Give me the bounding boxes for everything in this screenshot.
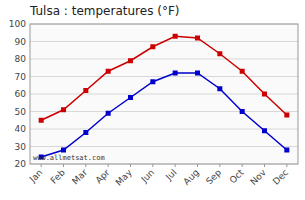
x-tick — [85, 164, 86, 167]
x-tick — [152, 164, 153, 167]
point-marker — [284, 148, 289, 153]
series-line — [41, 36, 287, 120]
x-tick-label: Feb — [49, 167, 68, 186]
grid-line — [30, 94, 298, 95]
grid-line — [30, 111, 298, 112]
x-tick-label: Oct — [228, 167, 246, 185]
point-marker — [83, 130, 88, 135]
x-tick-label: Apr — [93, 167, 111, 185]
grid-line — [30, 59, 298, 60]
y-tick-label: 50 — [15, 107, 27, 117]
point-marker — [150, 79, 155, 84]
data-group — [39, 34, 290, 160]
y-tick-label: 70 — [15, 72, 27, 82]
x-tick-label: Aug — [181, 167, 201, 187]
x-tick-label: Jul — [163, 167, 178, 182]
point-marker — [284, 113, 289, 118]
x-tick — [41, 164, 42, 167]
point-marker — [262, 92, 267, 97]
x-tick-label: Sep — [204, 167, 223, 186]
plot-frame — [30, 24, 298, 164]
chart-svg: 20 30 40 50 60 70 80 90 100 JanFebMarAprMayJun Jul… — [0, 0, 305, 200]
point-marker — [173, 34, 178, 39]
point-marker — [128, 58, 133, 63]
series-line — [41, 73, 287, 157]
chart-title: Tulsa : temperatures (°F) — [29, 4, 179, 18]
point-marker — [83, 88, 88, 93]
y-tick-label: 40 — [15, 124, 27, 134]
x-tick — [63, 164, 64, 167]
y-tick-label: 100 — [9, 19, 26, 29]
x-tick — [197, 164, 198, 167]
chart-container: 20 30 40 50 60 70 80 90 100 JanFebMarAprMayJun Jul… — [0, 0, 305, 200]
point-marker — [173, 71, 178, 76]
x-tick — [219, 164, 220, 167]
y-tick-label: 20 — [15, 159, 27, 169]
x-tick-label: Jan — [27, 167, 45, 185]
point-marker — [195, 71, 200, 76]
point-marker — [262, 128, 267, 133]
point-marker — [61, 148, 66, 153]
x-tick — [264, 164, 265, 167]
point-marker — [240, 109, 245, 114]
grid-line — [30, 129, 298, 130]
x-tick-label: Dec — [271, 167, 290, 186]
y-tick-label: 30 — [15, 142, 27, 152]
point-marker — [240, 69, 245, 74]
point-marker — [128, 95, 133, 100]
point-marker — [217, 51, 222, 56]
x-tick — [175, 164, 176, 167]
x-tick — [242, 164, 243, 167]
grid-line — [30, 146, 298, 147]
point-marker — [195, 36, 200, 41]
point-marker — [106, 69, 111, 74]
x-tick — [108, 164, 109, 167]
point-marker — [217, 86, 222, 91]
x-tick-label: Nov — [248, 167, 268, 187]
y-tick-label: 90 — [15, 37, 27, 47]
x-tick-label: Jun — [139, 167, 157, 185]
y-tick-label: 60 — [15, 89, 27, 99]
point-marker — [39, 118, 44, 123]
point-marker — [150, 44, 155, 49]
watermark: www.allmetsat.com — [33, 154, 105, 162]
point-marker — [61, 107, 66, 112]
point-marker — [106, 111, 111, 116]
x-tick — [286, 164, 287, 167]
y-tick-label: 80 — [15, 54, 27, 64]
x-tick-label: Mar — [70, 167, 89, 186]
x-tick — [130, 164, 131, 167]
plot-area — [30, 24, 298, 164]
x-tick-label: May — [114, 167, 135, 188]
